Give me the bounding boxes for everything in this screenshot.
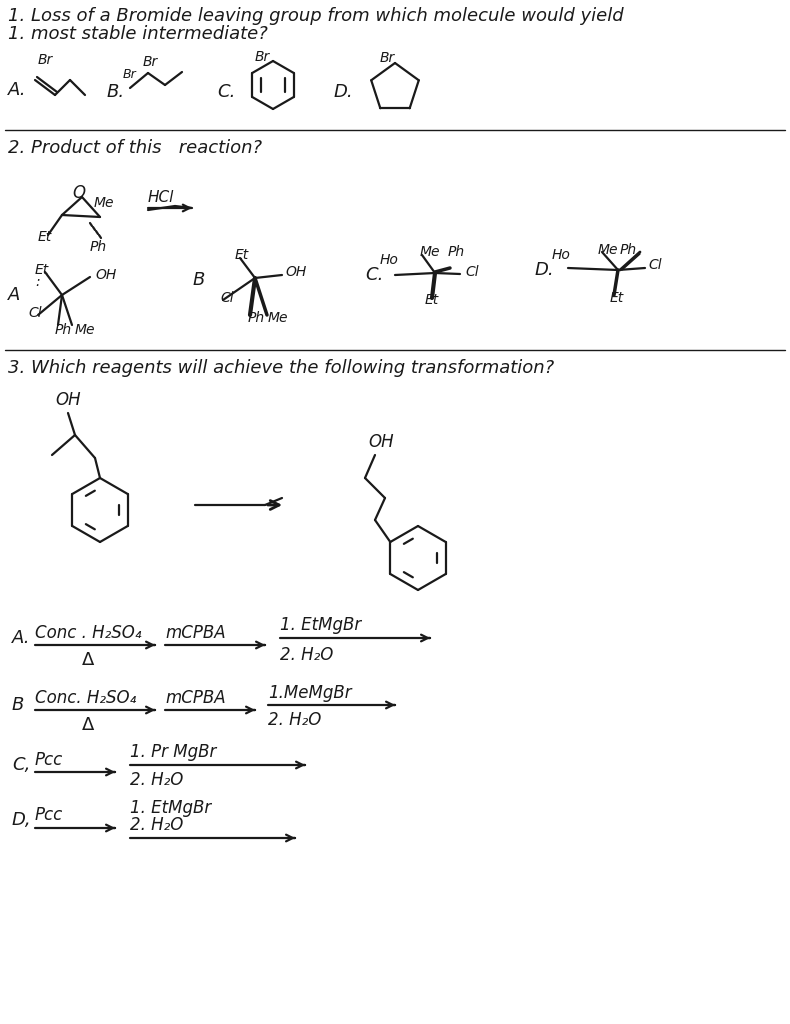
Text: Ph: Ph xyxy=(448,245,465,259)
Text: Et: Et xyxy=(35,263,49,278)
Text: Et: Et xyxy=(38,230,52,244)
Text: Cl: Cl xyxy=(648,258,662,272)
Text: HCl: HCl xyxy=(148,189,175,205)
Text: 1.MeMgBr: 1.MeMgBr xyxy=(268,684,352,702)
Text: Br: Br xyxy=(380,51,395,65)
Text: OH: OH xyxy=(368,433,393,451)
Text: 2. H₂O: 2. H₂O xyxy=(280,646,333,664)
Text: Cl: Cl xyxy=(28,306,42,319)
Text: Et: Et xyxy=(235,248,250,262)
Text: Me: Me xyxy=(75,323,96,337)
Text: Me: Me xyxy=(268,311,288,325)
Text: Ph: Ph xyxy=(90,240,107,254)
Text: Br: Br xyxy=(255,50,270,63)
Text: Ho: Ho xyxy=(552,248,571,262)
Text: Conc. H₂SO₄: Conc. H₂SO₄ xyxy=(35,689,136,707)
Text: Me: Me xyxy=(94,196,115,210)
Text: Pcc: Pcc xyxy=(35,751,63,769)
Text: D,: D, xyxy=(12,811,32,829)
Text: Δ: Δ xyxy=(82,716,94,734)
Text: 1. Pr MgBr: 1. Pr MgBr xyxy=(130,743,216,761)
Text: mCPBA: mCPBA xyxy=(165,689,226,707)
Text: O: O xyxy=(72,184,85,202)
Text: D.: D. xyxy=(334,83,354,101)
Text: 2. Product of this   reaction?: 2. Product of this reaction? xyxy=(8,139,262,157)
Text: Br: Br xyxy=(123,69,137,82)
Text: Et: Et xyxy=(425,293,439,307)
Text: Br: Br xyxy=(38,53,53,67)
Text: Me: Me xyxy=(598,243,619,257)
Text: Cl: Cl xyxy=(220,291,234,305)
Text: A.: A. xyxy=(12,629,31,647)
Text: C,: C, xyxy=(12,756,30,774)
Text: OH: OH xyxy=(55,391,81,409)
Text: 2. H₂O: 2. H₂O xyxy=(268,711,322,729)
Text: Δ: Δ xyxy=(82,651,94,669)
Text: 1. Loss of a Bromide leaving group from which molecule would yield: 1. Loss of a Bromide leaving group from … xyxy=(8,7,623,25)
Text: OH: OH xyxy=(285,265,307,279)
Text: Pcc: Pcc xyxy=(35,806,63,824)
Text: 1. EtMgBr: 1. EtMgBr xyxy=(130,799,211,817)
Text: Br: Br xyxy=(143,55,158,69)
Text: A: A xyxy=(8,286,21,304)
Text: 1. most stable intermediate?: 1. most stable intermediate? xyxy=(8,25,268,43)
Text: D.: D. xyxy=(535,261,555,279)
Text: Ph: Ph xyxy=(620,243,637,257)
Text: B: B xyxy=(12,696,24,714)
Text: Conc . H₂SO₄: Conc . H₂SO₄ xyxy=(35,624,141,642)
Text: :: : xyxy=(35,275,40,289)
Text: 2. H₂O: 2. H₂O xyxy=(130,816,183,834)
Text: Cl: Cl xyxy=(465,265,479,279)
Text: C.: C. xyxy=(217,83,235,101)
Text: B.: B. xyxy=(107,83,125,101)
Text: Ph: Ph xyxy=(248,311,265,325)
Text: Et: Et xyxy=(610,291,624,305)
Text: 2. H₂O: 2. H₂O xyxy=(130,771,183,790)
Text: Me: Me xyxy=(420,245,441,259)
Text: Ho: Ho xyxy=(380,253,399,267)
Text: 3. Which reagents will achieve the following transformation?: 3. Which reagents will achieve the follo… xyxy=(8,359,554,377)
Text: Ph: Ph xyxy=(55,323,72,337)
Text: B: B xyxy=(193,271,205,289)
Text: C.: C. xyxy=(365,266,383,284)
Text: OH: OH xyxy=(95,268,116,282)
Text: 1. EtMgBr: 1. EtMgBr xyxy=(280,616,361,634)
Text: mCPBA: mCPBA xyxy=(165,624,226,642)
Text: A.: A. xyxy=(8,81,27,99)
